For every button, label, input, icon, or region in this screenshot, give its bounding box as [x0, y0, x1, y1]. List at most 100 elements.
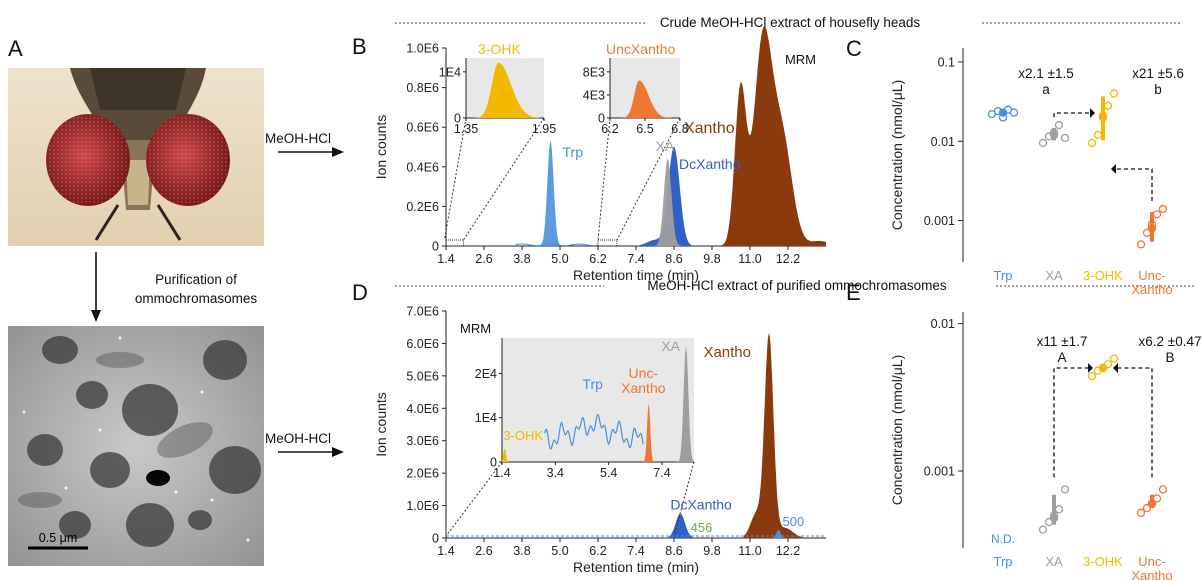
c-y-tick-label: 0.1 — [938, 55, 955, 69]
e-point — [1142, 503, 1152, 513]
d-inset-peak-xa — [675, 346, 694, 462]
b-y-tick-label: 1.0E6 — [406, 42, 439, 56]
b-y-tick-label: 0.4E6 — [406, 160, 439, 174]
c-y-tick-label: 0.01 — [931, 135, 955, 149]
chart-c-concentrations: 0.001 0.01 0.1 Concentration (nmol/μL) Trp XA… — [889, 48, 1184, 297]
b-y-tick-label: 0.2E6 — [406, 200, 439, 214]
b-y-tick-label: 0 — [432, 240, 439, 254]
d-inset-connector — [445, 461, 503, 537]
c-annotation-letter: b — [1154, 82, 1162, 97]
panel-letter-c: C — [846, 36, 862, 61]
b-peak-xantho — [721, 26, 826, 246]
b-zoom-box-1 — [445, 239, 464, 247]
e-point — [1060, 485, 1070, 494]
b-y-tick-label: 0.6E6 — [406, 121, 439, 135]
c-category-label: Xantho — [1131, 282, 1172, 297]
b-label-dcxantho: DcXantho — [679, 156, 741, 172]
chart-b-chromatogram: 1.4 2.6 3.8 5.0 6.2 7.4 8.6 9.8 11.0 12.2 0 0.2E6 0.… — [373, 26, 826, 283]
housefly-photo — [8, 68, 264, 246]
b-label-xa: XA — [656, 138, 675, 154]
e-annotation-letter: B — [1165, 350, 1174, 365]
b-peak-xa — [651, 158, 684, 246]
e-category-label: XA — [1045, 554, 1063, 569]
d-inset-bg — [502, 338, 694, 462]
d-x-tick-label: 2.6 — [475, 544, 492, 558]
b-inset-3ohk-x-tick-label: 1.95 — [532, 122, 556, 136]
e-annotation-letter: A — [1057, 350, 1066, 365]
d-inset-connector — [673, 461, 695, 537]
b-inset-unc-x-tick-label: 6.5 — [636, 122, 653, 136]
d-corner-label: MRM — [460, 321, 491, 336]
c-category-label: Trp — [993, 268, 1012, 283]
d-x-tick-label: 12.2 — [776, 544, 800, 558]
d-inset-peak-3ohk — [502, 448, 510, 462]
b-y-axis-title: Ion counts — [373, 115, 389, 180]
d-y-tick-label: 7.0E6 — [406, 305, 439, 319]
e-comparison-arrow-a — [1053, 367, 1091, 478]
d-y-axis-title: Ion counts — [373, 392, 389, 457]
e-y-tick-label: 0.001 — [924, 464, 955, 478]
e-category-label: 3-OHK — [1083, 554, 1123, 569]
b-peak-trp — [534, 141, 567, 246]
c-annotation-letter: a — [1042, 82, 1050, 97]
b-x-tick-label: 2.6 — [475, 252, 492, 266]
b-peak-dcxantho — [632, 146, 700, 246]
e-category-label: Xantho — [1131, 568, 1172, 580]
d-y-tick-label: 5.0E6 — [406, 369, 439, 383]
d-inset-peak-unc — [643, 404, 654, 462]
b-x-axis-title: Retention time (min) — [573, 267, 699, 283]
e-mean-point — [1098, 363, 1108, 373]
b-inset-3ohk-connector — [443, 117, 467, 241]
d-inset-trace-trp — [544, 413, 644, 450]
d-label-456: 456 — [691, 520, 713, 535]
d-x-tick-label: 9.8 — [703, 544, 720, 558]
b-inset-3ohk-label: 3-OHK — [478, 41, 521, 57]
e-comparison-arrowhead-a — [1088, 363, 1093, 374]
b-label-xantho: Xantho — [684, 120, 735, 137]
e-category-label: Trp — [993, 554, 1012, 569]
c-mean-point — [998, 108, 1008, 117]
b-inset-unc-x-tick-label: 6.2 — [601, 122, 618, 136]
b-x-tick-label: 12.2 — [776, 252, 800, 266]
b-corner-label: MRM — [785, 52, 816, 67]
d-inset-x-tick-label: 7.4 — [653, 466, 670, 480]
b-zoom-box-2 — [597, 239, 618, 247]
d-peak-dcxantho — [661, 513, 700, 538]
panel-letter-d: D — [352, 280, 368, 305]
e-point — [1136, 508, 1146, 517]
panel-letter-e: E — [846, 280, 861, 305]
d-inset-y-tick-label: 2E4 — [475, 367, 497, 381]
e-y-axis-title: Concentration (nmol/μL) — [889, 355, 905, 505]
b-y-tick-label: 0.8E6 — [406, 81, 439, 95]
c-point — [1060, 133, 1070, 143]
arrow-top-head — [332, 147, 344, 157]
d-peak-xantho — [743, 333, 804, 538]
c-point — [1109, 89, 1119, 98]
b-x-tick-label: 6.2 — [589, 252, 606, 266]
e-point — [1158, 485, 1168, 494]
b-inset-3ohk-y-tick-label: 0 — [454, 112, 461, 126]
b-inset-unc-y-tick-label: 8E3 — [583, 65, 605, 79]
panel-letter-a: A — [8, 36, 23, 61]
b-x-tick-label: 3.8 — [513, 252, 530, 266]
d-y-tick-label: 2.0E6 — [406, 467, 439, 481]
d-y-tick-label: 4.0E6 — [406, 402, 439, 416]
e-category-label: Unc- — [1138, 554, 1165, 569]
arrow-bottom-head — [332, 447, 344, 457]
e-point — [1109, 354, 1119, 363]
c-y-tick-label: 0.001 — [924, 214, 955, 228]
chart-e-concentrations: 0.001 0.01 Concentration (nmol/μL) Trp XA 3-O… — [889, 312, 1201, 580]
d-x-tick-label: 7.4 — [627, 544, 644, 558]
header-top: Crude MeOH-HCl extract of housefly heads — [660, 15, 921, 30]
c-point — [1093, 130, 1103, 140]
c-comparison-arrow-b — [1113, 168, 1153, 201]
d-y-tick-label: 0 — [432, 532, 439, 546]
b-inset-unc-connector — [597, 117, 611, 241]
d-x-tick-label: 5.0 — [551, 544, 568, 558]
purification-label-line2: ommochromasomes — [135, 291, 258, 306]
b-inset-unc-connector — [616, 117, 681, 241]
d-label-500: 500 — [783, 514, 805, 529]
c-point — [1087, 138, 1097, 148]
d-inset-y-tick-label: 0 — [490, 456, 497, 470]
c-mean-point — [1049, 130, 1059, 140]
